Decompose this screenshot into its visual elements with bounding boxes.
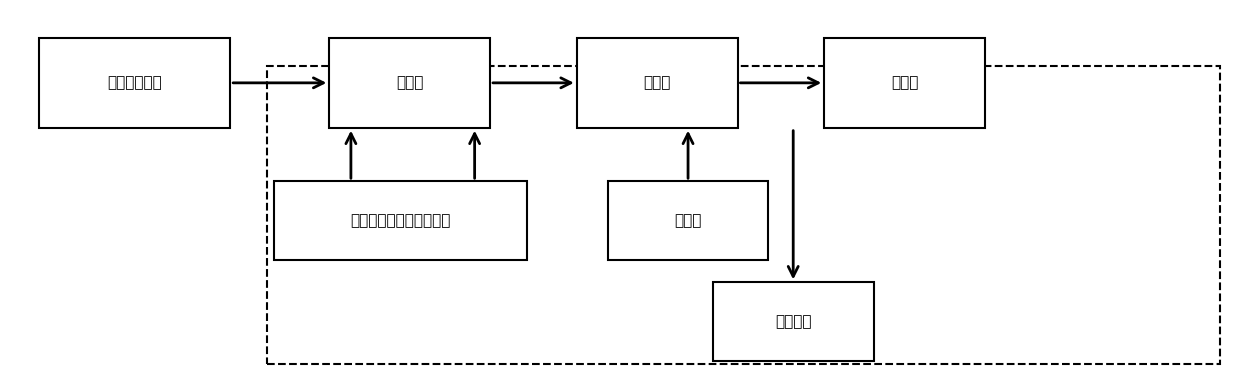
Text: 三次采油废水: 三次采油废水 [107, 75, 161, 91]
FancyBboxPatch shape [825, 38, 985, 128]
FancyBboxPatch shape [330, 38, 490, 128]
FancyBboxPatch shape [577, 38, 738, 128]
Text: 好氧池: 好氧池 [644, 75, 671, 91]
FancyBboxPatch shape [274, 181, 527, 260]
FancyBboxPatch shape [38, 38, 231, 128]
Text: 出水外排: 出水外排 [775, 314, 811, 329]
Text: 水解池: 水解池 [396, 75, 423, 91]
FancyBboxPatch shape [608, 181, 769, 260]
Text: 优势菌剂与营养液混合液: 优势菌剂与营养液混合液 [350, 213, 450, 228]
Text: 二沉池: 二沉池 [890, 75, 919, 91]
Text: 絮凝剂: 絮凝剂 [675, 213, 702, 228]
FancyBboxPatch shape [713, 282, 874, 361]
